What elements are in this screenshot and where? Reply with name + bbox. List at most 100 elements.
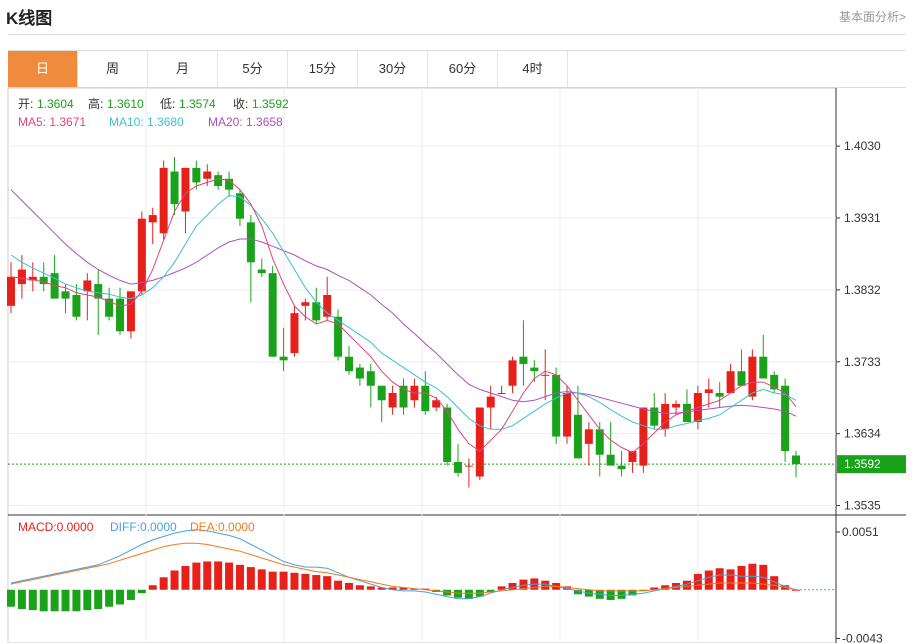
macd-histogram-bar [39, 589, 48, 612]
ma10-label: MA10: 1.3680 [109, 115, 184, 129]
macd-histogram-bar [312, 575, 321, 590]
macd-histogram-bar [770, 576, 779, 590]
candle-body [715, 393, 724, 397]
open-label: 开: [18, 97, 33, 111]
candle-body [214, 175, 223, 187]
macd-panel [7, 529, 836, 612]
candle-body [672, 403, 681, 408]
candle-body [541, 374, 550, 376]
macd-histogram-bar [377, 587, 386, 590]
candle-body [7, 276, 15, 306]
tab-day[interactable]: 日 [8, 51, 78, 87]
candle-body [323, 294, 332, 317]
macd-histogram-bar [508, 582, 517, 590]
candle-body [726, 371, 735, 393]
candle-body [584, 429, 593, 444]
candle-body [366, 371, 375, 386]
tab-4hour[interactable]: 4时 [498, 51, 568, 87]
macd-histogram-bar [257, 569, 266, 590]
candle-body [464, 465, 473, 467]
macd-histogram-bar [464, 589, 473, 599]
ma20-line [10, 189, 797, 417]
macd-histogram-bar [682, 580, 691, 590]
candle-body [748, 356, 757, 397]
candle-body [72, 294, 81, 317]
macd-histogram-bar [563, 586, 572, 590]
candle-body [268, 273, 277, 357]
ma5-label: MA5: 1.3671 [18, 115, 86, 129]
tab-30min[interactable]: 30分 [358, 51, 428, 87]
macd-histogram-bar [290, 572, 299, 590]
macd-histogram-bar [7, 589, 15, 607]
candle-body [290, 313, 299, 354]
candle-body [792, 455, 800, 465]
macd-histogram-bar [748, 563, 757, 590]
candle-body [312, 302, 321, 321]
tab-60min[interactable]: 60分 [428, 51, 498, 87]
candle-body [83, 280, 92, 292]
low-label: 低: [160, 97, 175, 111]
candle-body [399, 385, 408, 408]
macd-tick-label: 0.0051 [842, 525, 879, 539]
tab-week[interactable]: 周 [78, 51, 148, 87]
tab-month[interactable]: 月 [148, 51, 218, 87]
candle-body [682, 403, 691, 423]
macd-histogram-bar [17, 589, 26, 610]
candle-body [737, 371, 746, 386]
candle-body [759, 356, 768, 379]
candle-body [606, 454, 615, 466]
diff-label: DIFF:0.0000 [110, 520, 177, 534]
macd-histogram-bar [421, 588, 430, 590]
last-price-label: 1.3592 [844, 457, 881, 471]
candle-body [301, 302, 310, 306]
high-value: 1.3610 [107, 97, 144, 111]
candle-body [650, 407, 659, 426]
macd-histogram-bar [268, 571, 277, 590]
candle-body [519, 356, 528, 364]
ma5-line [10, 178, 797, 454]
macd-histogram-bar [661, 585, 670, 590]
high-label: 高: [88, 96, 103, 111]
tab-15min[interactable]: 15分 [288, 51, 358, 87]
macd-histogram-bar [355, 585, 364, 590]
candle-body [497, 393, 506, 394]
macd-histogram-bar [693, 573, 702, 590]
macd-histogram-bar [410, 588, 419, 590]
ohlc-legend: 开: 1.3604 高: 1.3610 低: 1.3574 收: 1.3592 … [18, 96, 289, 129]
candle-body [181, 167, 190, 212]
macd-histogram-bar [334, 580, 343, 590]
macd-histogram-bar [137, 589, 146, 594]
candle-body [432, 400, 441, 408]
price-tick-label: 1.3634 [844, 427, 881, 441]
candle-body [334, 316, 343, 357]
candle-body [116, 298, 125, 332]
last-price-badge [837, 455, 906, 474]
dea-label: DEA:0.0000 [190, 520, 255, 534]
candle-body [94, 284, 103, 299]
candle-body [344, 356, 353, 372]
candle-body [39, 276, 48, 285]
macd-histogram-bar [366, 586, 375, 590]
candle-body [148, 215, 157, 223]
close-value: 1.3592 [252, 97, 289, 111]
price-tick-label: 1.3931 [844, 211, 881, 225]
price-tick-label: 1.3733 [844, 355, 881, 369]
macd-histogram-bar [192, 562, 201, 590]
macd-histogram-bar [486, 589, 495, 593]
macd-histogram-bar [443, 589, 452, 596]
price-axis: 1.4030 1.3931 1.3832 1.3733 1.3634 1.3535 1.35… [836, 139, 906, 643]
dea-line [10, 542, 797, 594]
macd-histogram-bar [541, 580, 550, 590]
price-tick-label: 1.3832 [844, 283, 881, 297]
tab-5min[interactable]: 5分 [218, 51, 288, 87]
fundamental-analysis-link[interactable]: 基本面分析> [838, 10, 906, 24]
candle-body [105, 298, 114, 317]
price-tick-label: 1.3535 [844, 499, 881, 513]
candle-body [443, 407, 452, 462]
macd-histogram-bar [105, 589, 114, 607]
open-value: 1.3604 [37, 97, 74, 111]
macd-histogram-bar [279, 571, 288, 590]
candle-body [454, 461, 463, 473]
macd-legend: MACD:0.0000 DIFF:0.0000 DEA:0.0000 [18, 520, 255, 534]
